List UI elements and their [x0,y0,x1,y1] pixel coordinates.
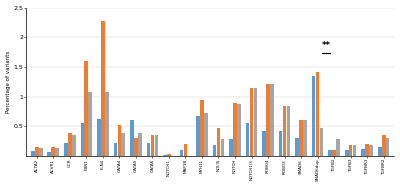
Bar [200,100,204,156]
Bar [361,149,365,156]
Bar [250,88,253,156]
Bar [229,140,233,156]
Bar [101,21,105,156]
Bar [312,76,316,156]
Bar [299,120,303,156]
Text: **: ** [321,41,330,50]
Bar [328,150,332,156]
Bar [283,105,286,156]
Bar [147,143,150,156]
Bar [279,131,282,156]
Bar [217,128,220,156]
Bar [134,138,138,156]
Bar [213,145,216,156]
Bar [118,125,121,156]
Bar [320,128,323,156]
Bar [88,92,92,156]
Bar [130,120,134,156]
Bar [221,140,224,156]
Bar [163,155,167,156]
Bar [369,145,373,156]
Bar [68,134,72,156]
Bar [35,147,38,156]
Bar [270,84,274,156]
Bar [378,147,382,156]
Bar [180,150,183,156]
Bar [97,119,101,156]
Bar [167,154,171,156]
Bar [353,145,356,156]
Bar [84,61,88,156]
Bar [196,116,200,156]
Bar [122,134,125,156]
Bar [295,138,299,156]
Bar [345,150,348,156]
Bar [382,135,386,156]
Bar [184,144,187,156]
Bar [52,147,55,156]
Bar [303,120,307,156]
Bar [237,104,241,156]
Bar [114,143,117,156]
Bar [39,148,42,156]
Bar [332,150,336,156]
Bar [365,144,369,156]
Bar [138,134,142,156]
Bar [349,145,352,156]
Bar [254,88,257,156]
Bar [316,72,320,156]
Bar [233,103,237,156]
Bar [150,135,154,156]
Bar [64,143,68,156]
Bar [55,148,59,156]
Bar [336,140,340,156]
Bar [48,152,51,156]
Bar [80,123,84,156]
Bar [287,105,290,156]
Bar [246,123,249,156]
Bar [204,113,208,156]
Bar [266,84,270,156]
Bar [386,138,390,156]
Bar [105,92,109,156]
Y-axis label: Percentage of variants: Percentage of variants [6,51,10,113]
Bar [262,131,266,156]
Bar [154,135,158,156]
Bar [31,151,34,156]
Bar [72,135,76,156]
